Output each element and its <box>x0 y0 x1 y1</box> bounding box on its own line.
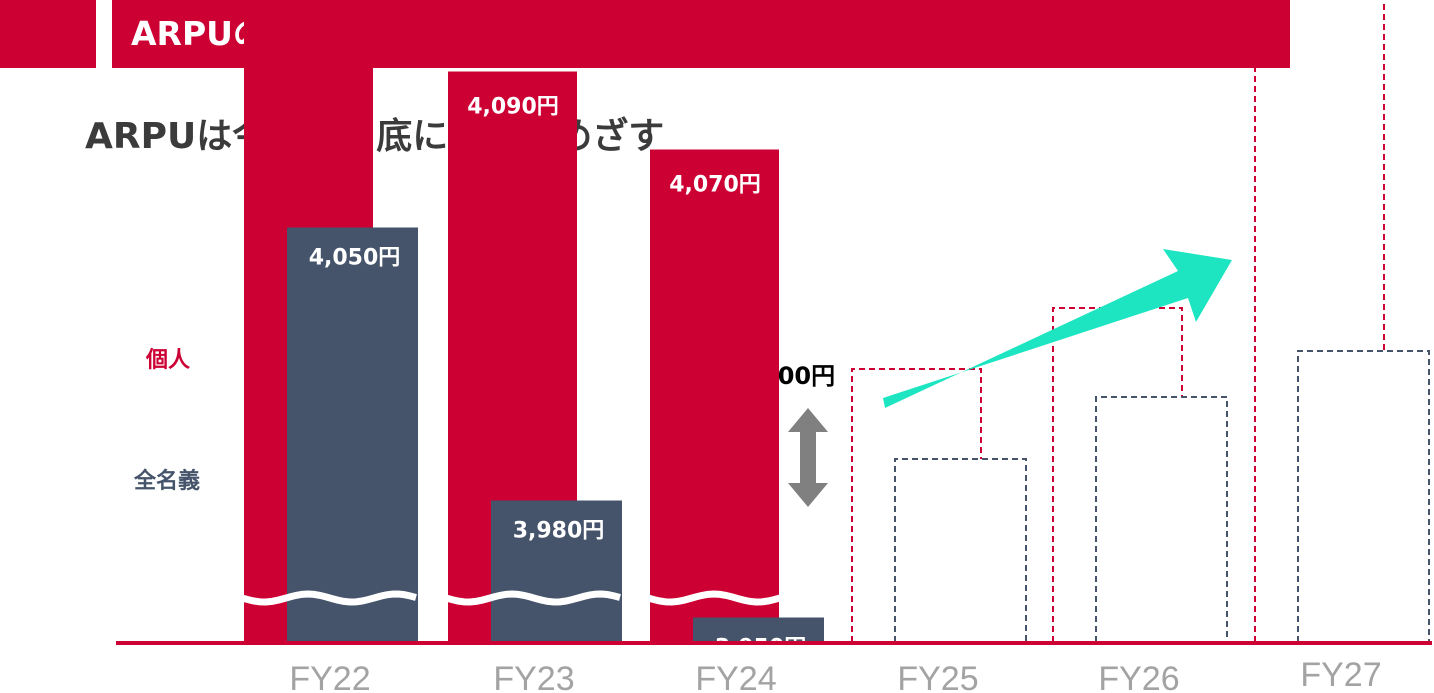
bar-individual-FY27 <box>1254 0 1385 642</box>
x-tick-label-FY24: FY24 <box>695 660 776 693</box>
bar-individual-FY26 <box>1052 307 1183 642</box>
bar-all-accounts-FY22 <box>287 227 418 642</box>
x-tick-label-FY27: FY27 <box>1300 656 1381 693</box>
bar-all-accounts-FY24 <box>693 617 824 642</box>
axis-break-wave-FY24 <box>647 590 823 606</box>
data-label-all-accounts-FY22: 4,050円 <box>309 246 401 271</box>
data-label-all-accounts-FY23: 3,980円 <box>513 519 605 544</box>
legend-individual-label: 個人 <box>146 348 191 373</box>
legend-all-accounts-label: 全名義 <box>134 469 201 494</box>
data-label-individual-FY23: 4,090円 <box>467 95 559 120</box>
x-tick-label-FY26: FY26 <box>1098 660 1179 693</box>
bar-all-accounts-FY26 <box>1095 396 1228 642</box>
x-tick-label-FY25: FY25 <box>897 660 978 693</box>
bar-individual-FY24 <box>650 149 779 642</box>
x-tick-label-FY22: FY22 <box>289 660 370 693</box>
bar-all-accounts-FY23 <box>491 500 622 642</box>
bar-all-accounts-FY25 <box>894 458 1027 642</box>
bar-individual-FY25 <box>851 368 982 642</box>
header-accent-block <box>0 0 96 68</box>
axis-break-wave-FY22 <box>241 590 417 606</box>
upward-trend-arrow-icon <box>883 249 1232 408</box>
data-label-all-accounts-FY24: 3,950円 <box>715 636 807 661</box>
axis-break-wave-FY23 <box>445 590 621 606</box>
x-tick-label-FY23: FY23 <box>493 660 574 693</box>
data-label-individual-FY24: 4,070円 <box>669 173 761 198</box>
difference-double-arrow-icon <box>788 408 828 507</box>
bar-all-accounts-FY27 <box>1297 350 1430 642</box>
